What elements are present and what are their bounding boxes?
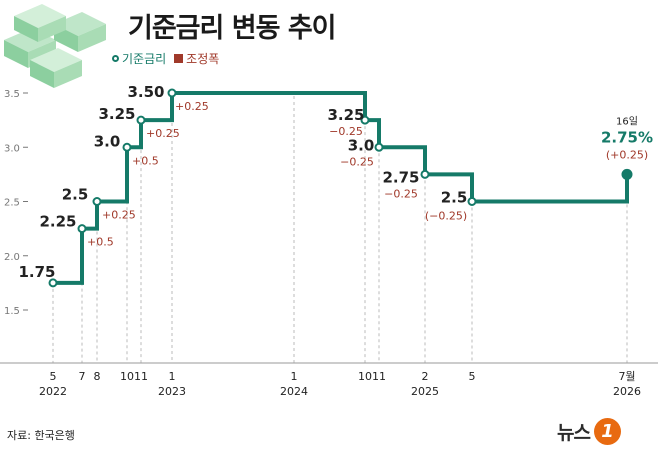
legend-item-change: 조정폭 [174, 50, 219, 67]
rate-point [48, 278, 58, 288]
rate-labels: 1.75 2.25 +0.5 2.5 +0.25 3.0 +0.5 3.25 +0.25 3.50… [18, 83, 653, 281]
rate-dot-icon [112, 55, 119, 62]
change-label: −0.25 [340, 155, 374, 168]
rate-point [420, 169, 430, 179]
rate-point [374, 142, 384, 152]
change-label: +0.25 [102, 209, 136, 222]
value-label: 2.5 [441, 189, 468, 207]
x-month-label: 10 [358, 370, 372, 383]
legend-item-rate: 기준금리 [112, 50, 166, 67]
value-label: 2.5 [62, 186, 89, 204]
rate-point [467, 197, 477, 206]
value-label: 3.25 [98, 105, 135, 123]
rate-point [621, 168, 633, 180]
change-label: +0.25 [146, 127, 180, 140]
y-tick-label: 2.5 [4, 198, 20, 209]
value-label: 3.50 [127, 83, 164, 101]
value-label: 2.75 [382, 168, 419, 186]
logo-badge-icon: 1 [593, 418, 621, 445]
value-label: 3.0 [348, 136, 375, 154]
value-label: 3.25 [327, 106, 364, 124]
change-label: (−0.25) [425, 210, 467, 223]
rate-point [360, 115, 370, 125]
y-axis: 1.5 2.0 2.5 3.0 3.5 [4, 89, 28, 317]
change-label: +0.5 [132, 154, 159, 167]
news1-logo: 뉴스 1 [557, 418, 621, 445]
x-year-label: 2023 [158, 385, 186, 398]
money-stack-icon [4, 4, 106, 88]
x-year-label: 2026 [613, 385, 641, 398]
x-month-label: 1 [169, 370, 176, 383]
y-tick-label: 3.5 [4, 89, 20, 100]
x-month-label: 7월 [618, 370, 635, 383]
x-month-label: 2 [422, 370, 429, 383]
value-label: 2.75% [601, 128, 653, 146]
x-year-label: 2024 [280, 385, 308, 398]
change-label: −0.25 [384, 187, 418, 200]
x-month-label: 5 [50, 370, 57, 383]
change-label: +0.5 [87, 236, 114, 249]
change-label: −0.25 [329, 125, 363, 138]
legend: 기준금리 조정폭 [112, 50, 219, 67]
x-month-label: 10 [120, 370, 134, 383]
x-month-label: 11 [134, 370, 148, 383]
change-label: +0.25 [175, 100, 209, 113]
change-label: (+0.25) [606, 148, 648, 161]
x-month-label: 7 [79, 370, 86, 383]
date-note-label: 16일 [616, 115, 638, 127]
chart-title: 기준금리 변동 추이 [128, 13, 337, 44]
x-month-label: 11 [372, 370, 386, 383]
legend-rate-label: 기준금리 [122, 52, 167, 66]
value-label: 2.25 [39, 213, 76, 231]
x-year-label: 2025 [411, 385, 439, 398]
y-tick-label: 1.5 [4, 306, 20, 317]
change-square-icon [174, 54, 184, 63]
rate-point [92, 197, 102, 206]
rate-point [136, 115, 146, 125]
rate-points [48, 88, 633, 288]
x-month-label: 8 [94, 370, 101, 383]
x-month-label: 5 [469, 370, 476, 383]
rate-point [167, 88, 177, 98]
legend-change-label: 조정폭 [186, 52, 220, 66]
logo-text: 뉴스 [557, 422, 591, 444]
x-month-label: 1 [291, 370, 298, 383]
source-note: 자료: 한국은행 [7, 429, 75, 442]
value-label: 3.0 [94, 132, 121, 150]
rate-point [122, 142, 132, 152]
x-year-label: 2022 [39, 385, 67, 398]
value-label: 1.75 [18, 263, 55, 281]
date-guides [52, 96, 628, 363]
rate-point [77, 224, 87, 234]
y-tick-label: 2.0 [4, 252, 20, 263]
y-tick-label: 3.0 [4, 143, 20, 154]
